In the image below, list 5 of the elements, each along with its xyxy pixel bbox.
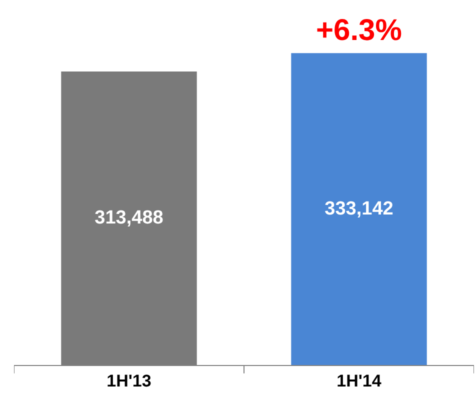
x-tick-label: 1H'14 xyxy=(336,371,382,390)
data-label: 333,142 xyxy=(324,198,394,220)
x-tick-label: 1H'13 xyxy=(106,371,152,390)
annotation: +6.3% xyxy=(316,14,402,47)
data-label: 313,488 xyxy=(94,208,164,229)
